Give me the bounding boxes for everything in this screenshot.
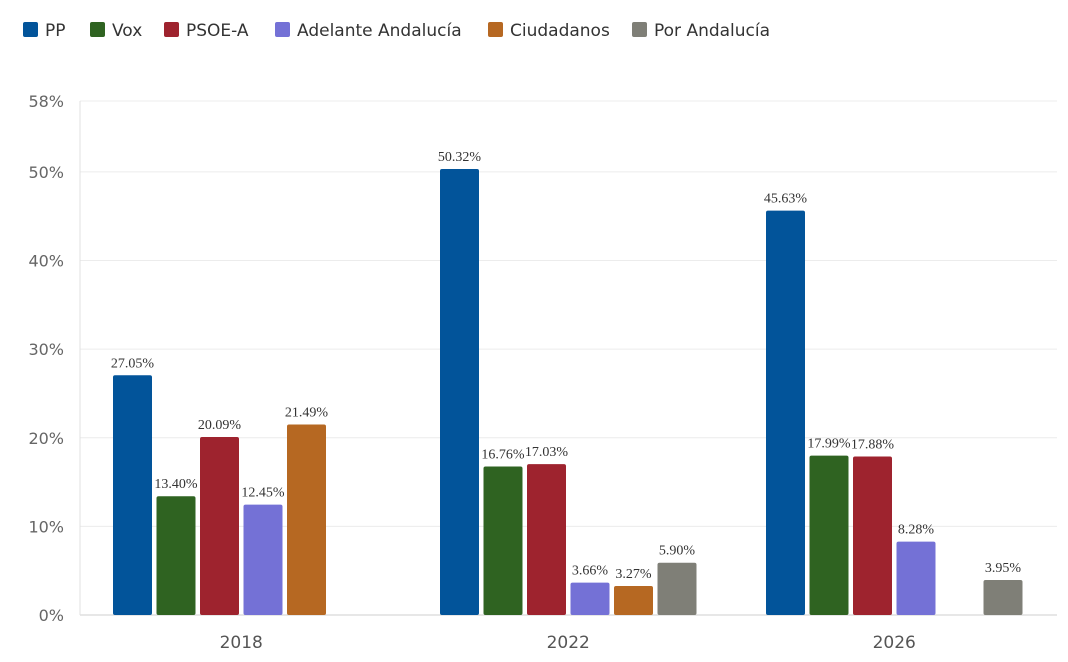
legend-swatch (632, 22, 647, 37)
data-label: 3.95% (985, 561, 1022, 576)
x-tick-label: 2026 (873, 633, 916, 653)
data-label: 13.40% (154, 477, 198, 492)
y-axis: 0% 10% 20% 30% 40% 50% 58% (28, 92, 81, 625)
legend-label: Adelante Andalucía (297, 21, 462, 41)
data-label: 8.28% (898, 523, 935, 538)
legend-label: PP (45, 21, 66, 41)
data-label: 45.63% (764, 192, 808, 207)
legend: PP Vox PSOE-A Adelante Andalucía Ciudadanos P… (23, 21, 770, 41)
y-tick-label: 58% (28, 92, 64, 111)
bar-pp-2018 (113, 375, 152, 615)
data-label: 20.09% (198, 418, 242, 433)
data-label: 5.90% (659, 544, 696, 559)
legend-label: PSOE-A (186, 21, 249, 41)
x-axis: 2018 2022 2026 (220, 633, 916, 653)
y-tick-label: 0% (39, 606, 64, 625)
data-label: 17.88% (851, 438, 895, 453)
legend-swatch (23, 22, 38, 37)
legend-swatch (488, 22, 503, 37)
legend-item-adelante-andaluc-a[interactable]: Adelante Andalucía (275, 21, 462, 41)
data-label: 27.05% (111, 356, 155, 371)
legend-swatch (90, 22, 105, 37)
bar-psoe-a-2018 (200, 436, 239, 615)
legend-label: Por Andalucía (654, 21, 770, 41)
x-tick-label: 2018 (220, 633, 263, 653)
bar-adelante-andaluc-a-2026 (896, 541, 936, 615)
data-label: 16.76% (481, 447, 525, 462)
legend-item-psoe-a[interactable]: PSOE-A (164, 21, 249, 41)
legend-item-pp[interactable]: PP (23, 21, 66, 41)
legend-item-ciudadanos[interactable]: Ciudadanos (488, 21, 610, 41)
bar-pp-2022 (440, 169, 479, 616)
legend-item-por-andaluc-a[interactable]: Por Andalucía (632, 21, 770, 41)
legend-item-vox[interactable]: Vox (90, 21, 142, 41)
data-label: 3.27% (615, 567, 652, 582)
bar-por-andaluc-a-2022 (657, 562, 697, 615)
y-tick-label: 50% (28, 163, 64, 182)
bar-psoe-a-2026 (853, 456, 892, 615)
legend-swatch (275, 22, 290, 37)
y-tick-label: 40% (28, 252, 64, 271)
bar-por-andaluc-a-2026 (983, 579, 1023, 615)
data-label: 50.32% (438, 150, 482, 165)
legend-label: Vox (112, 21, 142, 41)
bars (113, 169, 1023, 616)
bar-ciudadanos-2018 (287, 424, 326, 615)
bar-ciudadanos-2022 (614, 586, 653, 615)
grid-lines (80, 100, 1057, 616)
data-label: 21.49% (285, 406, 329, 421)
legend-swatch (164, 22, 179, 37)
data-label: 3.66% (572, 564, 609, 579)
bar-vox-2022 (483, 466, 523, 615)
bar-psoe-a-2022 (527, 464, 566, 615)
bar-vox-2026 (809, 455, 849, 615)
bar-vox-2018 (156, 496, 196, 615)
x-tick-label: 2022 (547, 633, 590, 653)
data-label: 17.03% (525, 445, 569, 460)
legend-label: Ciudadanos (510, 21, 610, 41)
bar-adelante-andaluc-a-2022 (570, 582, 610, 615)
y-tick-label: 30% (28, 340, 64, 359)
bar-adelante-andaluc-a-2018 (243, 504, 283, 615)
data-label: 17.99% (807, 437, 851, 452)
y-tick-label: 10% (28, 517, 64, 536)
data-labels: 27.05% 13.40% 20.09% 12.45% 21.49% 50.32% 16.7… (111, 150, 1022, 582)
y-tick-label: 20% (28, 429, 64, 448)
bar-pp-2026 (766, 210, 805, 616)
data-label: 12.45% (241, 486, 285, 501)
